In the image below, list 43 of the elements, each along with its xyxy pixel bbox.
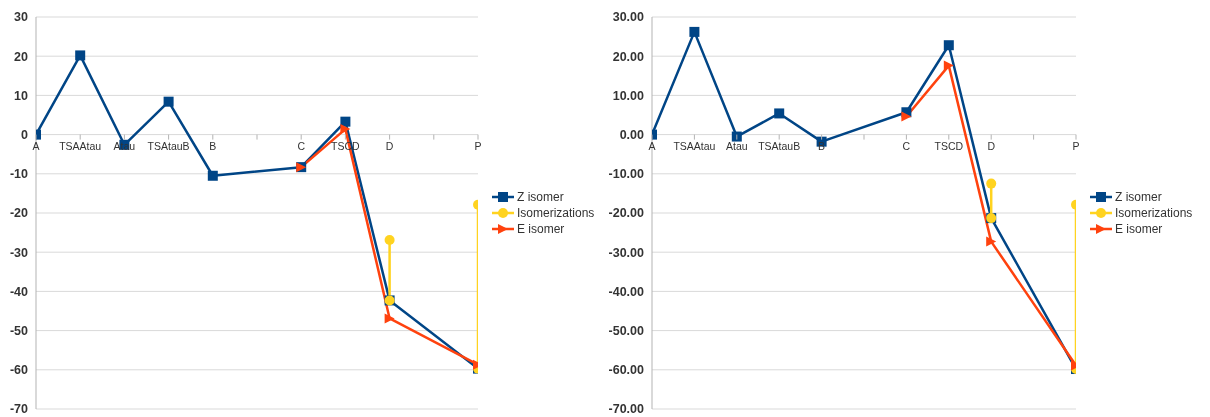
x-tick-label: A	[32, 139, 40, 152]
y-tick-label: -70	[9, 402, 29, 417]
y-tick-label: -60	[9, 363, 29, 378]
legend-label: Z isomer	[517, 190, 564, 204]
y-tick-label: -30	[9, 245, 29, 260]
y-tick-label: -10.00	[608, 167, 645, 182]
legend-label: Isomerizations	[517, 206, 595, 220]
x-tick-label: C	[902, 139, 911, 152]
x-tick-label: TSAtauB	[147, 139, 190, 152]
y-tick-label: -70.00	[608, 402, 645, 417]
y-tick-label: -60.00	[608, 363, 645, 378]
x-tick-label: B	[209, 139, 217, 152]
y-tick-label: 30.00	[612, 10, 645, 25]
y-tick-label: 10.00	[612, 88, 645, 103]
legend-label: E isomer	[1115, 222, 1163, 236]
x-tick-label: D	[987, 139, 996, 152]
y-tick-label: -40.00	[608, 284, 645, 299]
x-tick-label: TSAAtau	[673, 139, 716, 152]
x-tick-label: TSAtauB	[758, 139, 801, 152]
y-tick-label: -30.00	[608, 245, 645, 260]
x-tick-label: Atau	[726, 139, 748, 152]
y-tick-label: 0.00	[619, 128, 645, 143]
y-tick-label: -20.00	[608, 206, 645, 221]
legend-label: E isomer	[517, 222, 565, 236]
y-tick-label: 30	[14, 10, 29, 25]
x-tick-label: P	[1072, 139, 1080, 152]
legend-label: Z isomer	[1115, 190, 1162, 204]
y-tick-label: -40	[9, 284, 29, 299]
y-tick-label: -50	[9, 324, 29, 339]
legend-label: Isomerizations	[1115, 206, 1193, 220]
x-tick-label: A	[648, 139, 656, 152]
y-tick-label: 10	[14, 88, 29, 103]
y-tick-label: -50.00	[608, 324, 645, 339]
y-tick-label: 20.00	[612, 49, 645, 64]
x-tick-label: P	[474, 139, 482, 152]
y-tick-label: -20	[9, 206, 29, 221]
x-tick-label: C	[297, 139, 306, 152]
x-tick-label: TSAAtau	[59, 139, 102, 152]
y-tick-label: -10	[9, 167, 29, 182]
x-tick-label: D	[385, 139, 394, 152]
y-tick-label: 0	[21, 128, 29, 143]
x-tick-label: TSCD	[934, 139, 964, 152]
y-tick-label: 20	[14, 49, 29, 64]
